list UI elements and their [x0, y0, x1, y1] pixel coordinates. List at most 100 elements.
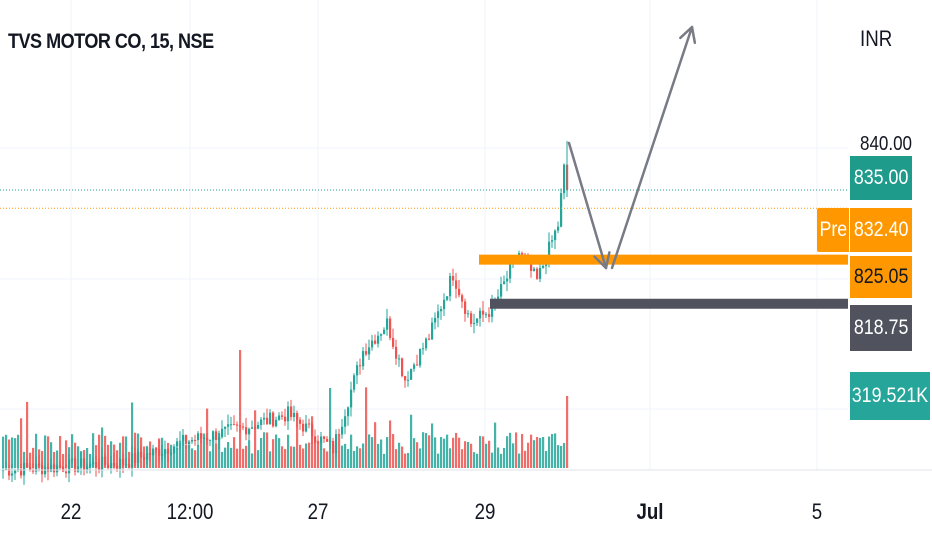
volume-bar — [428, 435, 431, 468]
volume-bar — [494, 422, 497, 468]
volume-bar — [380, 439, 383, 468]
candle-body — [128, 464, 131, 468]
candle-body — [296, 412, 299, 420]
support-price-tag: 818.75 — [850, 305, 912, 351]
candle-body — [200, 433, 203, 439]
candle-body — [434, 317, 437, 323]
volume-bar — [305, 443, 308, 468]
volume-bar — [200, 433, 203, 468]
candle-body — [131, 453, 134, 468]
candle-body — [368, 347, 371, 355]
volume-bar — [377, 443, 380, 468]
volume-bar — [275, 434, 278, 468]
volume-bar — [269, 451, 272, 468]
volume-bar — [320, 440, 323, 468]
candle-body — [248, 428, 251, 435]
volume-bar — [548, 436, 551, 468]
time-tick-22: 22 — [60, 499, 82, 524]
volume-bar — [383, 453, 386, 468]
candle-body — [563, 164, 566, 194]
candle-body — [497, 296, 500, 301]
volume-bar — [500, 453, 503, 468]
volume-bar — [509, 432, 512, 468]
volume-value-tag: 319.521K — [850, 372, 930, 420]
volume-bar — [248, 440, 251, 468]
candle-body — [425, 338, 428, 349]
candle-body — [218, 437, 221, 440]
candle-body — [185, 434, 188, 444]
time-tick-29: 29 — [474, 499, 496, 524]
volume-bar — [125, 436, 128, 468]
volume-bar — [215, 443, 218, 468]
candle-body — [32, 469, 35, 472]
volume-bar — [338, 434, 341, 468]
volume-bar — [563, 442, 566, 468]
volume-bar — [233, 437, 236, 468]
candle-body — [59, 465, 62, 467]
candle-body — [269, 412, 272, 425]
candle-body — [290, 406, 293, 418]
candle-body — [113, 462, 116, 467]
candle-body — [74, 458, 77, 472]
candle-body — [428, 338, 431, 340]
time-tick-5: 5 — [811, 499, 823, 524]
volume-bar — [272, 439, 275, 468]
candle-body — [347, 407, 350, 417]
volume-bar — [107, 444, 110, 468]
candle-body — [149, 453, 152, 456]
volume-bar — [404, 453, 407, 468]
volume-bar — [314, 440, 317, 468]
resistance-price-value: 825.05 — [853, 265, 909, 288]
candle-body — [239, 425, 242, 427]
volume-bar — [329, 388, 332, 468]
volume-bar — [308, 442, 311, 468]
volume-bar — [188, 444, 191, 468]
candle-body — [398, 358, 401, 360]
projection-arrows[interactable] — [567, 25, 697, 270]
candle-body — [230, 424, 233, 426]
volume-bar — [8, 439, 11, 468]
candle-body — [458, 288, 461, 296]
candle-body — [266, 417, 269, 425]
candle-body — [98, 467, 101, 470]
volume-bar — [17, 434, 20, 468]
candle-body — [77, 466, 80, 472]
volume-bar — [221, 451, 224, 468]
volume-bar — [32, 447, 35, 468]
candle-body — [134, 453, 137, 463]
candle-body — [359, 365, 362, 367]
candle-body — [299, 419, 302, 424]
symbol-title[interactable]: TVS MOTOR CO, 15, NSE — [8, 30, 214, 53]
volume-bar — [20, 418, 23, 468]
pullback-arrow-head — [593, 251, 611, 270]
candle-body — [530, 260, 533, 271]
volume-bar — [410, 414, 413, 468]
candle-body — [89, 464, 92, 467]
candle-body — [482, 310, 485, 315]
volume-bar — [35, 433, 38, 468]
candle-body — [251, 427, 254, 429]
volume-bar — [350, 434, 353, 468]
volume-bar — [467, 441, 470, 468]
candle-body — [332, 440, 335, 454]
candle-body — [167, 449, 170, 454]
candle-body — [182, 434, 185, 441]
volume-bar — [473, 452, 476, 468]
candle-body — [320, 436, 323, 443]
pre-market-price-value: 832.40 — [853, 218, 909, 241]
candle-body — [245, 427, 248, 435]
candle-body — [65, 471, 68, 474]
candle-body — [479, 310, 482, 319]
volume-bar — [461, 449, 464, 468]
horizontal-levels[interactable] — [0, 189, 848, 309]
candle-body — [203, 438, 206, 440]
volume-bar — [236, 448, 239, 468]
candle-body — [2, 470, 5, 472]
volume-bar — [74, 442, 77, 468]
volume-bar — [2, 436, 5, 468]
volume-bar — [530, 434, 533, 468]
volume-bar — [518, 453, 521, 468]
volume-bar — [422, 432, 425, 468]
candle-body — [50, 464, 53, 472]
